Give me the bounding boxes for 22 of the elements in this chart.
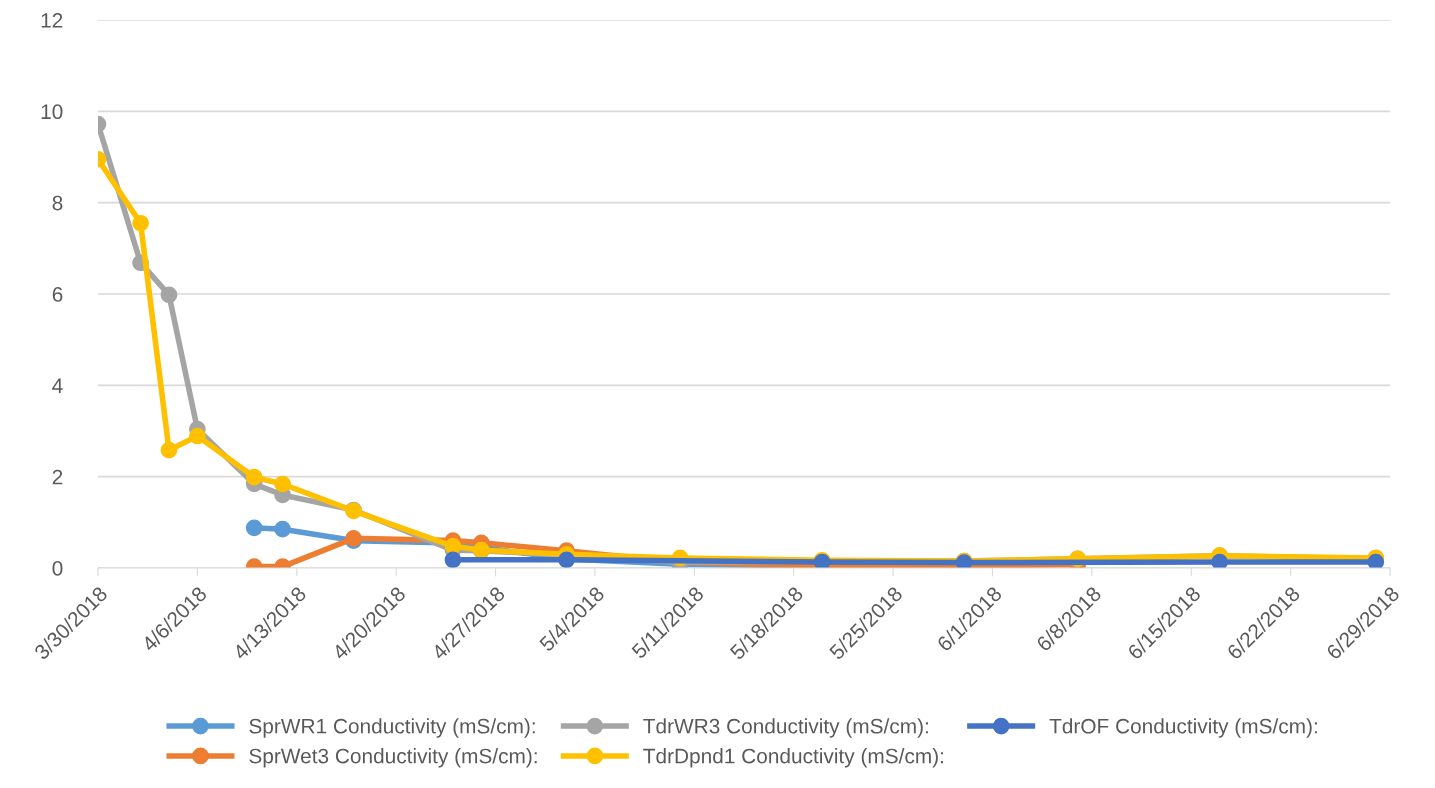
point bbox=[444, 551, 462, 568]
y-tick-label: 4 bbox=[52, 378, 63, 393]
point bbox=[189, 427, 206, 445]
y-tick-label: 10 bbox=[41, 104, 63, 120]
legend-label: SprWet3 Conductivity (mS/cm): bbox=[249, 748, 537, 768]
point bbox=[160, 441, 178, 459]
point bbox=[160, 286, 178, 304]
y-tick-label: 12 bbox=[41, 13, 63, 28]
legend-label: TdrOF Conductivity (mS/cm): bbox=[1049, 718, 1317, 738]
point bbox=[245, 519, 263, 537]
point bbox=[1211, 553, 1228, 568]
y-tick-label: 0 bbox=[52, 561, 63, 576]
legend-label: TdrWR3 Conductivity (mS/cm): bbox=[643, 718, 928, 738]
point bbox=[274, 475, 291, 493]
y-tick-label: 8 bbox=[52, 195, 63, 211]
y-tick-label: 2 bbox=[52, 469, 63, 485]
legend-label: SprWR1 Conductivity (mS/cm): bbox=[249, 718, 535, 738]
point bbox=[245, 468, 263, 486]
point bbox=[132, 214, 149, 232]
y-tick-label: 6 bbox=[52, 287, 63, 302]
legend-label: TdrDpnd1 Conductivity (mS/cm): bbox=[643, 748, 944, 768]
point bbox=[274, 520, 291, 538]
